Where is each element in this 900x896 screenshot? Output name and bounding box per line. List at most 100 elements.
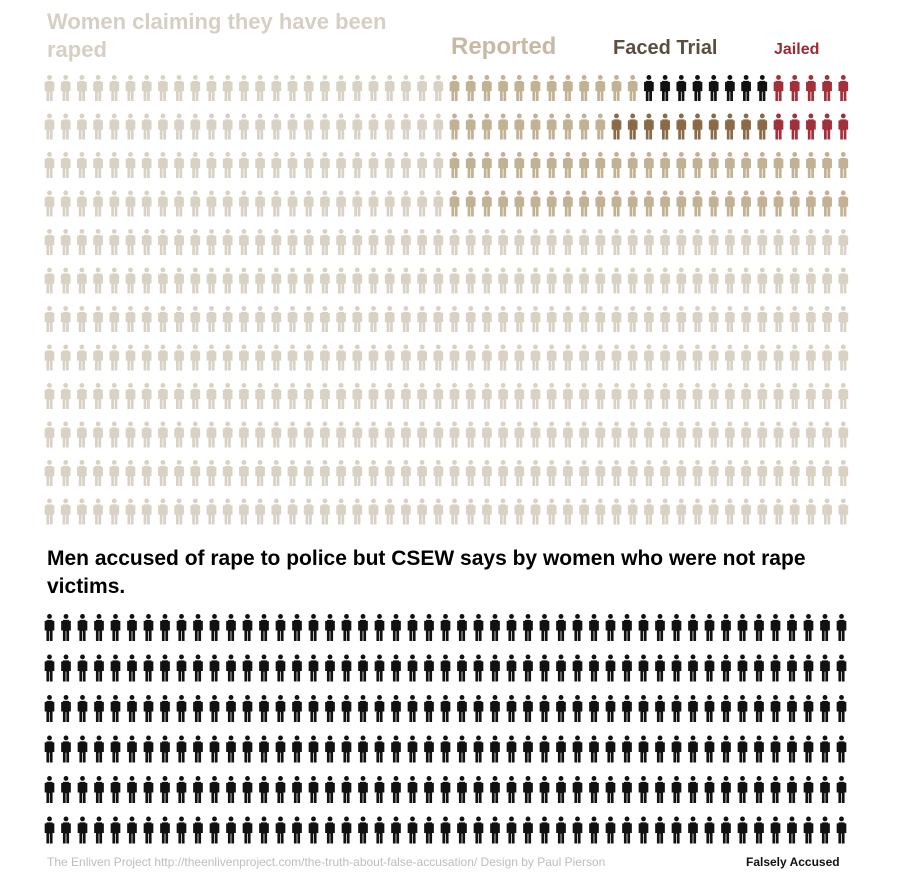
man-figure-icon [770, 695, 781, 722]
woman-figure-icon [660, 498, 670, 525]
man-figure-icon [721, 695, 731, 722]
woman-figure-icon [546, 113, 557, 140]
woman-figure-icon [579, 421, 589, 448]
woman-figure-icon [125, 460, 136, 486]
woman-figure-icon [708, 460, 719, 486]
man-figure-icon [391, 654, 401, 682]
man-figure-icon [506, 654, 517, 682]
man-figure-icon [473, 735, 484, 763]
woman-figure-icon [287, 229, 298, 255]
man-figure-icon [391, 735, 401, 763]
man-figure-icon [77, 695, 88, 722]
woman-figure-icon [239, 75, 249, 101]
woman-figure-icon [384, 190, 395, 217]
woman-figure-icon [757, 152, 768, 178]
man-figure-icon [721, 735, 731, 763]
woman-figure-icon [141, 383, 152, 409]
woman-figure-icon [514, 152, 525, 178]
man-figure-icon [457, 654, 467, 682]
woman-figure-icon [141, 498, 152, 525]
woman-figure-icon [77, 229, 87, 255]
man-figure-icon [605, 776, 616, 803]
man-figure-icon [556, 695, 566, 722]
woman-figure-icon [368, 306, 379, 332]
man-figure-icon [374, 614, 385, 641]
man-figure-icon [391, 776, 401, 803]
man-figure-icon [440, 614, 451, 641]
man-figure-icon [638, 654, 649, 682]
woman-figure-icon [482, 306, 492, 332]
woman-figure-icon [206, 152, 217, 178]
woman-figure-icon [336, 344, 346, 371]
woman-figure-icon [498, 460, 508, 486]
woman-figure-icon [141, 190, 152, 217]
woman-figure-icon [692, 421, 703, 448]
woman-figure-icon [627, 383, 638, 409]
woman-figure-icon [401, 267, 411, 294]
woman-figure-icon [482, 421, 492, 448]
woman-figure-icon [433, 421, 444, 448]
woman-figure-icon [384, 267, 395, 294]
woman-figure-icon [158, 383, 168, 409]
woman-figure-icon [384, 421, 395, 448]
woman-figure-icon [465, 498, 476, 525]
woman-figure-icon [336, 383, 346, 409]
woman-figure-icon [449, 460, 460, 486]
woman-figure-icon [433, 113, 444, 140]
woman-figure-icon [141, 152, 152, 178]
man-figure-icon [556, 735, 566, 763]
woman-figure-icon [708, 383, 719, 409]
man-figure-icon [44, 654, 55, 682]
man-figure-icon [688, 735, 698, 763]
man-figure-icon [589, 695, 599, 722]
man-figure-icon [259, 816, 269, 844]
woman-figure-icon [125, 113, 136, 140]
woman-figure-icon [822, 383, 832, 409]
woman-figure-icon [708, 229, 719, 255]
woman-figure-icon [579, 190, 589, 217]
woman-figure-icon [336, 75, 346, 101]
woman-figure-icon [773, 267, 784, 294]
man-figure-icon [160, 776, 170, 803]
man-figure-icon [259, 614, 269, 641]
woman-figure-icon [806, 190, 816, 217]
man-figure-icon [374, 816, 385, 844]
woman-figure-icon [255, 383, 265, 409]
man-figure-icon [143, 816, 154, 844]
woman-figure-icon [530, 306, 541, 332]
woman-figure-icon [401, 152, 411, 178]
man-figure-icon [539, 614, 550, 641]
woman-figure-icon [806, 421, 816, 448]
woman-figure-icon [660, 460, 670, 486]
woman-figure-icon [320, 421, 330, 448]
woman-figure-icon [433, 460, 444, 486]
woman-figure-icon [773, 75, 784, 101]
woman-figure-icon [60, 498, 71, 525]
woman-figure-icon [44, 421, 55, 448]
woman-figure-icon [773, 152, 784, 178]
woman-figure-icon [271, 229, 282, 255]
man-figure-icon [820, 776, 830, 803]
woman-figure-icon [595, 460, 606, 486]
woman-figure-icon [660, 229, 670, 255]
man-figure-icon [655, 614, 665, 641]
woman-figure-icon [239, 383, 249, 409]
woman-figure-icon [320, 229, 330, 255]
woman-figure-icon [806, 498, 816, 525]
woman-figure-icon [287, 421, 298, 448]
man-figure-icon [176, 654, 187, 682]
woman-figure-icon [482, 75, 492, 101]
woman-figure-icon [190, 267, 201, 294]
man-figure-icon [737, 735, 748, 763]
woman-figure-icon [368, 267, 379, 294]
woman-figure-icon [498, 190, 508, 217]
man-figure-icon [226, 614, 236, 641]
woman-figure-icon [530, 229, 541, 255]
man-figure-icon [622, 654, 632, 682]
woman-figure-icon [563, 344, 573, 371]
woman-figure-icon [563, 113, 573, 140]
man-figure-icon [556, 614, 566, 641]
woman-figure-icon [498, 306, 508, 332]
woman-figure-icon [611, 75, 622, 101]
woman-figure-icon [239, 498, 249, 525]
